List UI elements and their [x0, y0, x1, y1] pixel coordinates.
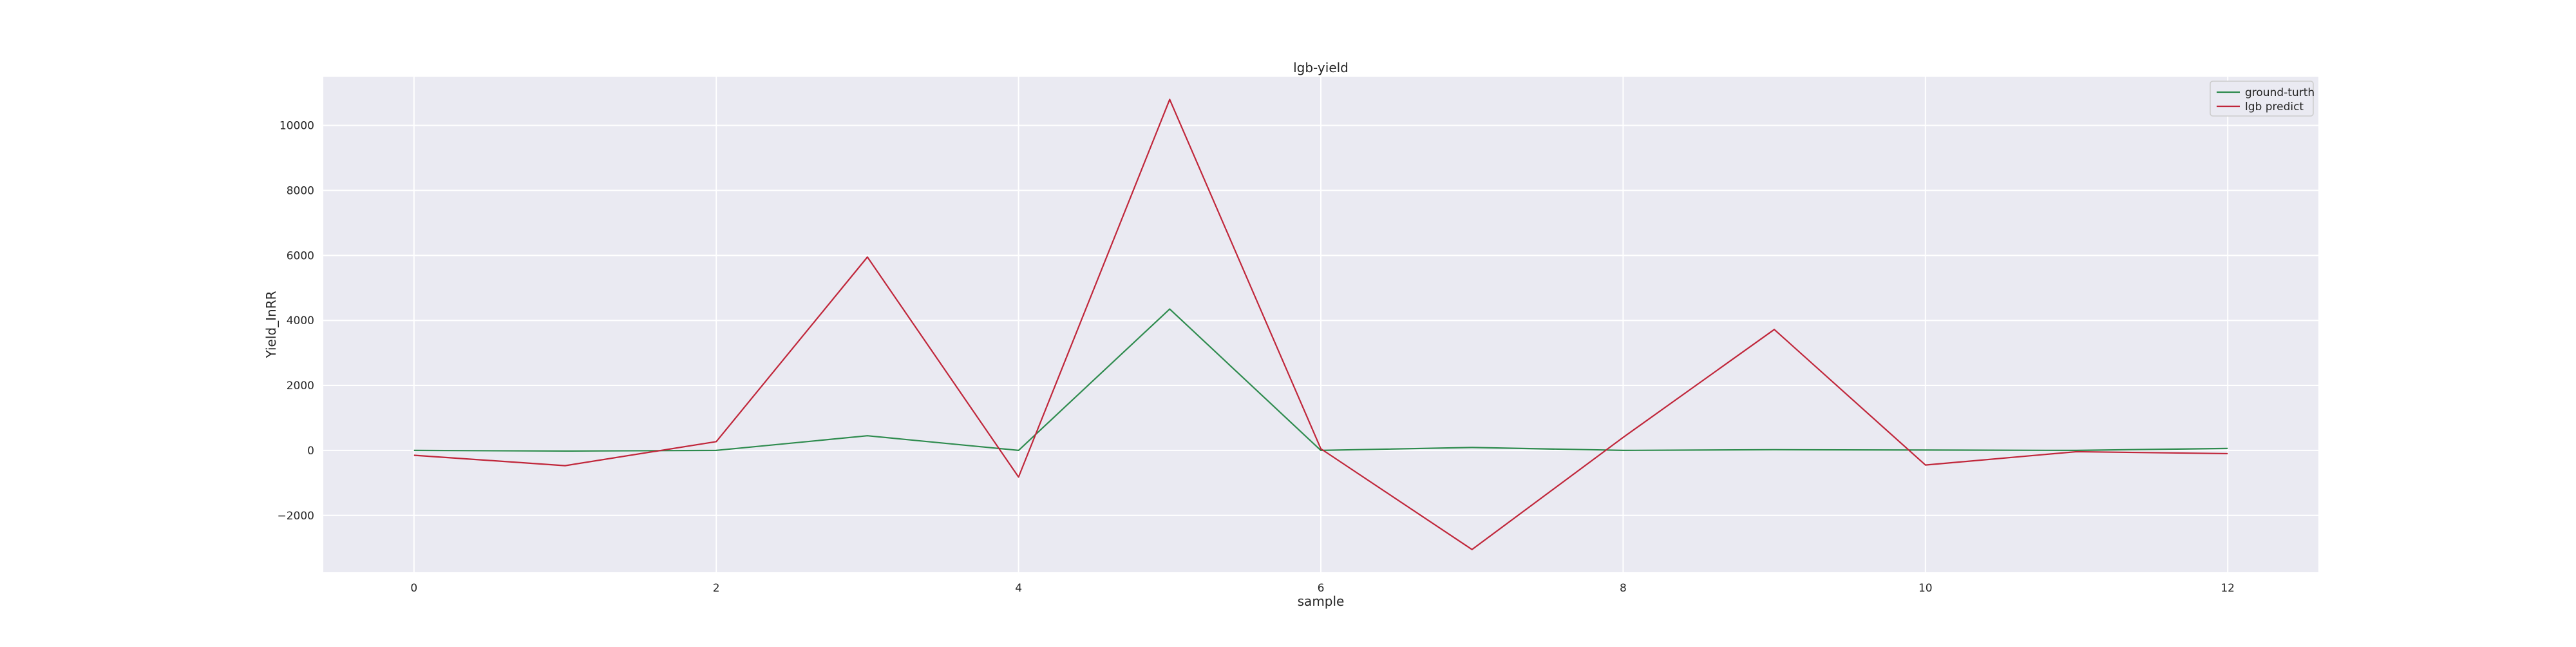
y-tick-label: 0 [307, 445, 314, 458]
x-tick-label: 0 [410, 582, 417, 595]
legend-label-lgb-predict: lgb predict [2245, 101, 2304, 113]
legend-label-ground-turth: ground-turth [2245, 86, 2315, 99]
x-axis-label: sample [1298, 594, 1345, 609]
x-tick-label: 12 [2221, 582, 2235, 595]
y-tick-label: 2000 [287, 380, 314, 392]
x-tick-label: 10 [1918, 582, 1933, 595]
y-tick-labels: −2000 0 2000 4000 6000 8000 10000 [277, 120, 314, 523]
chart-title: lgb-yield [1293, 60, 1349, 75]
y-axis-label: Yield_InRR [263, 291, 279, 358]
legend-box [2210, 81, 2314, 117]
x-tick-label: 6 [1318, 582, 1325, 595]
legend: ground-turth lgb predict [2210, 81, 2315, 117]
y-tick-label: 6000 [287, 249, 314, 262]
series-line-lgb-predict [413, 99, 2228, 550]
x-tick-label: 4 [1015, 582, 1022, 595]
y-tick-label: 8000 [287, 184, 314, 197]
x-tick-label: 8 [1620, 582, 1627, 595]
series-lines [413, 99, 2228, 550]
y-tick-label: 4000 [287, 314, 314, 327]
x-tick-labels: 0 2 4 6 8 10 12 [410, 582, 2235, 595]
x-tick-label: 2 [713, 582, 720, 595]
y-tick-label: 10000 [279, 120, 314, 133]
series-line-ground-turth [413, 308, 2228, 452]
y-tick-label: −2000 [277, 510, 314, 523]
